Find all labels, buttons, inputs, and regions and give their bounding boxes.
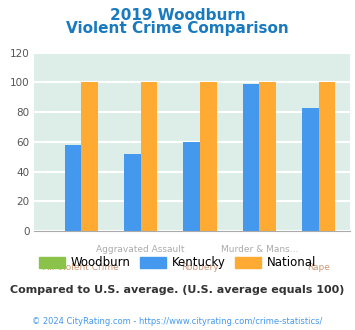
- Text: Compared to U.S. average. (U.S. average equals 100): Compared to U.S. average. (U.S. average …: [10, 285, 345, 295]
- Text: Rape: Rape: [307, 263, 330, 272]
- Bar: [184, 142, 200, 231]
- Text: Robbery: Robbery: [181, 263, 219, 272]
- Bar: [200, 82, 217, 231]
- Legend: Woodburn, Kentucky, National: Woodburn, Kentucky, National: [34, 252, 321, 274]
- Text: Aggravated Assault: Aggravated Assault: [97, 245, 185, 254]
- Bar: [260, 82, 276, 231]
- Bar: [141, 82, 157, 231]
- Text: © 2024 CityRating.com - https://www.cityrating.com/crime-statistics/: © 2024 CityRating.com - https://www.city…: [32, 317, 323, 326]
- Bar: [81, 82, 98, 231]
- Bar: [243, 84, 260, 231]
- Text: Violent Crime Comparison: Violent Crime Comparison: [66, 21, 289, 36]
- Bar: [319, 82, 335, 231]
- Bar: [65, 145, 81, 231]
- Text: All Violent Crime: All Violent Crime: [43, 263, 119, 272]
- Text: Murder & Mans...: Murder & Mans...: [221, 245, 298, 254]
- Bar: [302, 108, 319, 231]
- Bar: [124, 154, 141, 231]
- Text: 2019 Woodburn: 2019 Woodburn: [110, 8, 245, 23]
